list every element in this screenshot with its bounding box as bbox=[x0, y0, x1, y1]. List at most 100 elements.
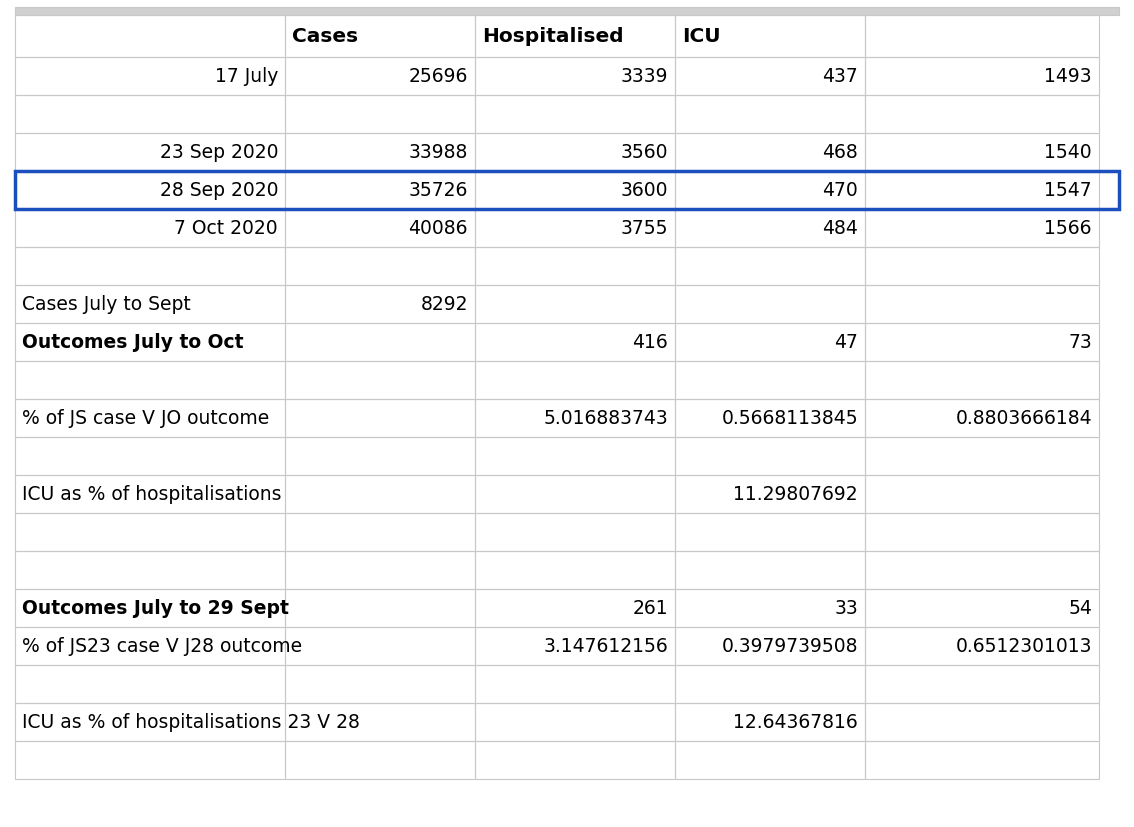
Bar bbox=[285, 552, 475, 590]
Bar bbox=[865, 248, 1099, 285]
Bar bbox=[15, 361, 285, 399]
Text: ICU: ICU bbox=[682, 27, 720, 46]
Bar bbox=[675, 172, 865, 210]
Bar bbox=[285, 627, 475, 665]
Text: Hospitalised: Hospitalised bbox=[482, 27, 624, 46]
Bar bbox=[285, 134, 475, 172]
Bar bbox=[15, 741, 285, 779]
Bar bbox=[675, 665, 865, 703]
Bar bbox=[865, 552, 1099, 590]
Bar bbox=[15, 172, 285, 210]
Bar bbox=[15, 703, 285, 741]
Text: 28 Sep 2020: 28 Sep 2020 bbox=[160, 181, 278, 200]
Bar bbox=[475, 361, 675, 399]
Bar bbox=[15, 627, 285, 665]
Bar bbox=[15, 665, 285, 703]
Bar bbox=[865, 437, 1099, 476]
Bar bbox=[865, 665, 1099, 703]
Text: 3755: 3755 bbox=[620, 219, 668, 238]
Bar bbox=[475, 627, 675, 665]
Text: 1493: 1493 bbox=[1044, 68, 1092, 86]
Text: % of JS case V JO outcome: % of JS case V JO outcome bbox=[22, 409, 269, 428]
Bar bbox=[285, 741, 475, 779]
Bar bbox=[675, 437, 865, 476]
Text: 33: 33 bbox=[835, 599, 858, 618]
Bar bbox=[475, 16, 675, 58]
Bar bbox=[15, 134, 285, 172]
Bar bbox=[285, 514, 475, 552]
Bar bbox=[475, 323, 675, 361]
Bar bbox=[15, 8, 1119, 16]
Bar bbox=[675, 210, 865, 248]
Bar bbox=[15, 514, 285, 552]
Text: 35726: 35726 bbox=[408, 181, 468, 200]
Text: 437: 437 bbox=[822, 68, 858, 86]
Text: 3339: 3339 bbox=[620, 68, 668, 86]
Bar bbox=[15, 210, 285, 248]
Text: % of JS23 case V J28 outcome: % of JS23 case V J28 outcome bbox=[22, 637, 302, 656]
Bar bbox=[675, 96, 865, 134]
Bar bbox=[475, 172, 675, 210]
Bar bbox=[675, 476, 865, 514]
Bar bbox=[15, 58, 285, 96]
Bar bbox=[285, 210, 475, 248]
Bar bbox=[675, 703, 865, 741]
Bar bbox=[865, 514, 1099, 552]
Bar bbox=[285, 590, 475, 627]
Text: 7 Oct 2020: 7 Oct 2020 bbox=[175, 219, 278, 238]
Text: 5.016883743: 5.016883743 bbox=[543, 409, 668, 428]
Bar bbox=[285, 476, 475, 514]
Bar bbox=[865, 58, 1099, 96]
Text: 1566: 1566 bbox=[1044, 219, 1092, 238]
Text: 468: 468 bbox=[822, 143, 858, 162]
Bar bbox=[475, 399, 675, 437]
Text: Outcomes July to Oct: Outcomes July to Oct bbox=[22, 333, 244, 352]
Bar bbox=[285, 172, 475, 210]
Bar bbox=[675, 552, 865, 590]
Bar bbox=[865, 741, 1099, 779]
Text: 416: 416 bbox=[633, 333, 668, 352]
Text: 0.5668113845: 0.5668113845 bbox=[721, 409, 858, 428]
Bar bbox=[475, 248, 675, 285]
Bar bbox=[865, 627, 1099, 665]
Bar bbox=[285, 399, 475, 437]
Bar bbox=[285, 285, 475, 323]
Bar bbox=[285, 361, 475, 399]
Bar bbox=[15, 590, 285, 627]
Text: 3.147612156: 3.147612156 bbox=[543, 637, 668, 656]
Bar bbox=[15, 248, 285, 285]
Text: 484: 484 bbox=[822, 219, 858, 238]
Text: 40086: 40086 bbox=[408, 219, 468, 238]
Bar bbox=[865, 285, 1099, 323]
Text: 17 July: 17 July bbox=[214, 68, 278, 86]
Text: 8292: 8292 bbox=[421, 295, 468, 314]
Bar bbox=[675, 134, 865, 172]
Text: 25696: 25696 bbox=[408, 68, 468, 86]
Text: 12.64367816: 12.64367816 bbox=[734, 713, 858, 732]
Bar bbox=[675, 361, 865, 399]
Bar bbox=[15, 323, 285, 361]
Bar bbox=[285, 665, 475, 703]
Bar bbox=[475, 514, 675, 552]
Bar bbox=[285, 437, 475, 476]
Bar bbox=[475, 590, 675, 627]
Bar bbox=[475, 134, 675, 172]
Bar bbox=[475, 210, 675, 248]
Text: 0.8803666184: 0.8803666184 bbox=[955, 409, 1092, 428]
Bar bbox=[475, 665, 675, 703]
Text: Cases: Cases bbox=[291, 27, 358, 46]
Bar bbox=[675, 285, 865, 323]
Bar bbox=[285, 96, 475, 134]
Text: 33988: 33988 bbox=[408, 143, 468, 162]
Bar bbox=[675, 399, 865, 437]
Bar bbox=[15, 437, 285, 476]
Text: 1540: 1540 bbox=[1044, 143, 1092, 162]
Bar bbox=[865, 172, 1099, 210]
Bar bbox=[475, 58, 675, 96]
Bar bbox=[675, 514, 865, 552]
Bar bbox=[675, 590, 865, 627]
Bar bbox=[865, 703, 1099, 741]
Text: 47: 47 bbox=[835, 333, 858, 352]
Bar bbox=[865, 210, 1099, 248]
Bar bbox=[865, 361, 1099, 399]
